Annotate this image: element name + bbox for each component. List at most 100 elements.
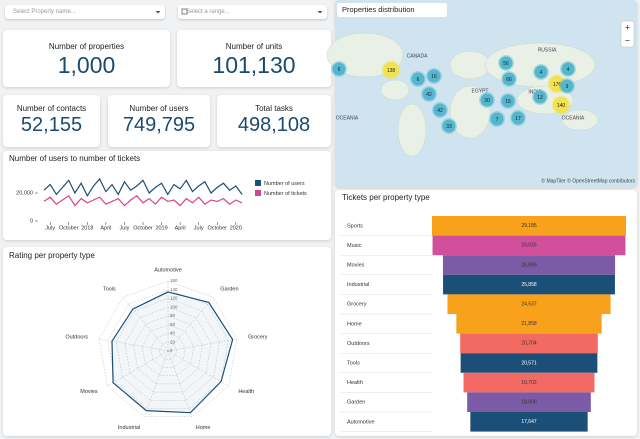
cluster[interactable] bbox=[432, 102, 448, 118]
place-label: INDIA bbox=[528, 89, 542, 95]
title-bar bbox=[337, 3, 447, 17]
value-label: 20,571 bbox=[521, 360, 537, 366]
r-tick-label: 40 bbox=[170, 331, 176, 336]
category-label: Movies bbox=[347, 262, 365, 268]
axis-label: Home bbox=[196, 425, 211, 431]
chart-title: Number of users to number of tickets bbox=[9, 154, 140, 163]
value-label: 20,704 bbox=[521, 341, 537, 347]
cluster[interactable] bbox=[532, 89, 548, 105]
r-tick-label: 20 bbox=[170, 339, 176, 344]
cluster[interactable] bbox=[510, 110, 526, 126]
funnel-bar bbox=[456, 314, 602, 334]
cluster[interactable] bbox=[498, 55, 514, 71]
x-tick-label: 2018 bbox=[81, 225, 93, 231]
cluster[interactable] bbox=[500, 93, 516, 109]
category-label: Home bbox=[347, 321, 362, 327]
x-tick-label: April bbox=[175, 225, 186, 231]
place-label: OCEANIA bbox=[336, 115, 359, 121]
spoke bbox=[167, 350, 193, 417]
attribution: © MapTiler © OpenStreetMap contributors bbox=[541, 177, 635, 184]
y-tick-label: 20,000 bbox=[16, 190, 33, 196]
cluster[interactable] bbox=[426, 68, 442, 84]
kpi-card: Number of users 749,795 bbox=[108, 95, 210, 147]
cluster-count: 9 bbox=[566, 84, 569, 90]
line-card bbox=[3, 151, 331, 240]
cluster-count: 30 bbox=[484, 98, 490, 104]
x-tick-label: April bbox=[100, 225, 111, 231]
land bbox=[397, 103, 427, 157]
cluster-count: 17 bbox=[515, 116, 521, 122]
category-label: Garden bbox=[347, 400, 365, 406]
cluster[interactable] bbox=[381, 60, 401, 80]
value-label: 19,702 bbox=[521, 380, 537, 386]
value-label: 17,647 bbox=[521, 419, 537, 425]
funnel-bar bbox=[463, 372, 595, 393]
land bbox=[449, 85, 491, 139]
cluster[interactable] bbox=[441, 118, 457, 134]
category-label: Outdoors bbox=[347, 341, 370, 347]
cluster-count: 42 bbox=[426, 92, 432, 98]
cluster[interactable] bbox=[559, 78, 575, 94]
cluster[interactable] bbox=[331, 61, 347, 77]
axis-label: Health bbox=[238, 389, 254, 395]
axis-label: Grocery bbox=[248, 334, 268, 340]
axis-label: Outdoors bbox=[65, 334, 88, 340]
category-label: Music bbox=[347, 243, 362, 249]
category-label: Grocery bbox=[347, 302, 367, 308]
legend-label: Number of users bbox=[264, 181, 305, 187]
x-tick-label: July bbox=[45, 225, 55, 231]
cluster[interactable] bbox=[560, 61, 576, 77]
cluster-count: 16 bbox=[431, 74, 437, 80]
radar-area bbox=[111, 291, 234, 414]
property-select[interactable]: Select Property name... bbox=[5, 5, 165, 19]
calendar-icon bbox=[181, 8, 188, 15]
place-label: RUSSIA bbox=[538, 47, 557, 53]
zoom-button[interactable]: − bbox=[625, 35, 630, 45]
value-label: 25,858 bbox=[521, 282, 537, 288]
zoom-box bbox=[620, 20, 635, 48]
cluster[interactable] bbox=[421, 86, 437, 102]
funnel-bar bbox=[432, 216, 626, 236]
kpi-label: Number of properties bbox=[48, 42, 125, 51]
cluster-count: 6 bbox=[338, 67, 341, 73]
cluster[interactable] bbox=[533, 64, 549, 80]
cluster-count: 33 bbox=[446, 124, 452, 130]
category-label: Industrial bbox=[347, 282, 369, 288]
land bbox=[449, 50, 491, 80]
cluster[interactable] bbox=[551, 95, 571, 115]
r-tick-label: 80 bbox=[170, 313, 176, 318]
cluster[interactable] bbox=[501, 71, 517, 87]
cluster[interactable] bbox=[479, 92, 495, 108]
x-tick-label: July bbox=[120, 225, 130, 231]
kpi-value: 498,108 bbox=[237, 114, 311, 136]
cluster-count: 15 bbox=[505, 99, 511, 105]
cluster[interactable] bbox=[489, 111, 505, 127]
line bbox=[43, 177, 243, 198]
place-label: EGYPT bbox=[472, 88, 489, 94]
range-select[interactable]: Select a range... bbox=[178, 5, 327, 19]
spoke bbox=[167, 297, 214, 352]
cluster-count: 138 bbox=[387, 68, 396, 74]
value-label: 29,025 bbox=[521, 243, 537, 249]
map-title: Properties distribution bbox=[342, 5, 415, 14]
spoke bbox=[143, 350, 169, 417]
cluster[interactable] bbox=[410, 71, 426, 87]
zoom-button[interactable]: + bbox=[625, 22, 630, 32]
axis-label: Industrial bbox=[118, 425, 140, 431]
kpi-label: Number of units bbox=[225, 42, 283, 51]
kpi-card: Number of units 101,130 bbox=[177, 30, 331, 87]
funnel-bar bbox=[460, 353, 598, 373]
spoke bbox=[122, 297, 169, 352]
cluster-count: 4 bbox=[540, 70, 543, 76]
value-label: 18,600 bbox=[521, 400, 537, 406]
x-tick-label: October bbox=[207, 225, 227, 231]
r-tick-label: 0 bbox=[170, 348, 173, 353]
kpi-card: Total tasks 498,108 bbox=[217, 95, 331, 147]
value-label: 24,537 bbox=[521, 302, 537, 308]
kpi-label: Total tasks bbox=[255, 104, 293, 113]
r-tick-label: 140 bbox=[170, 287, 178, 292]
funnel-bar bbox=[443, 274, 615, 295]
radar-card bbox=[3, 247, 331, 436]
cluster-count: 4 bbox=[567, 67, 570, 73]
x-tick-label: 2019 bbox=[155, 225, 167, 231]
